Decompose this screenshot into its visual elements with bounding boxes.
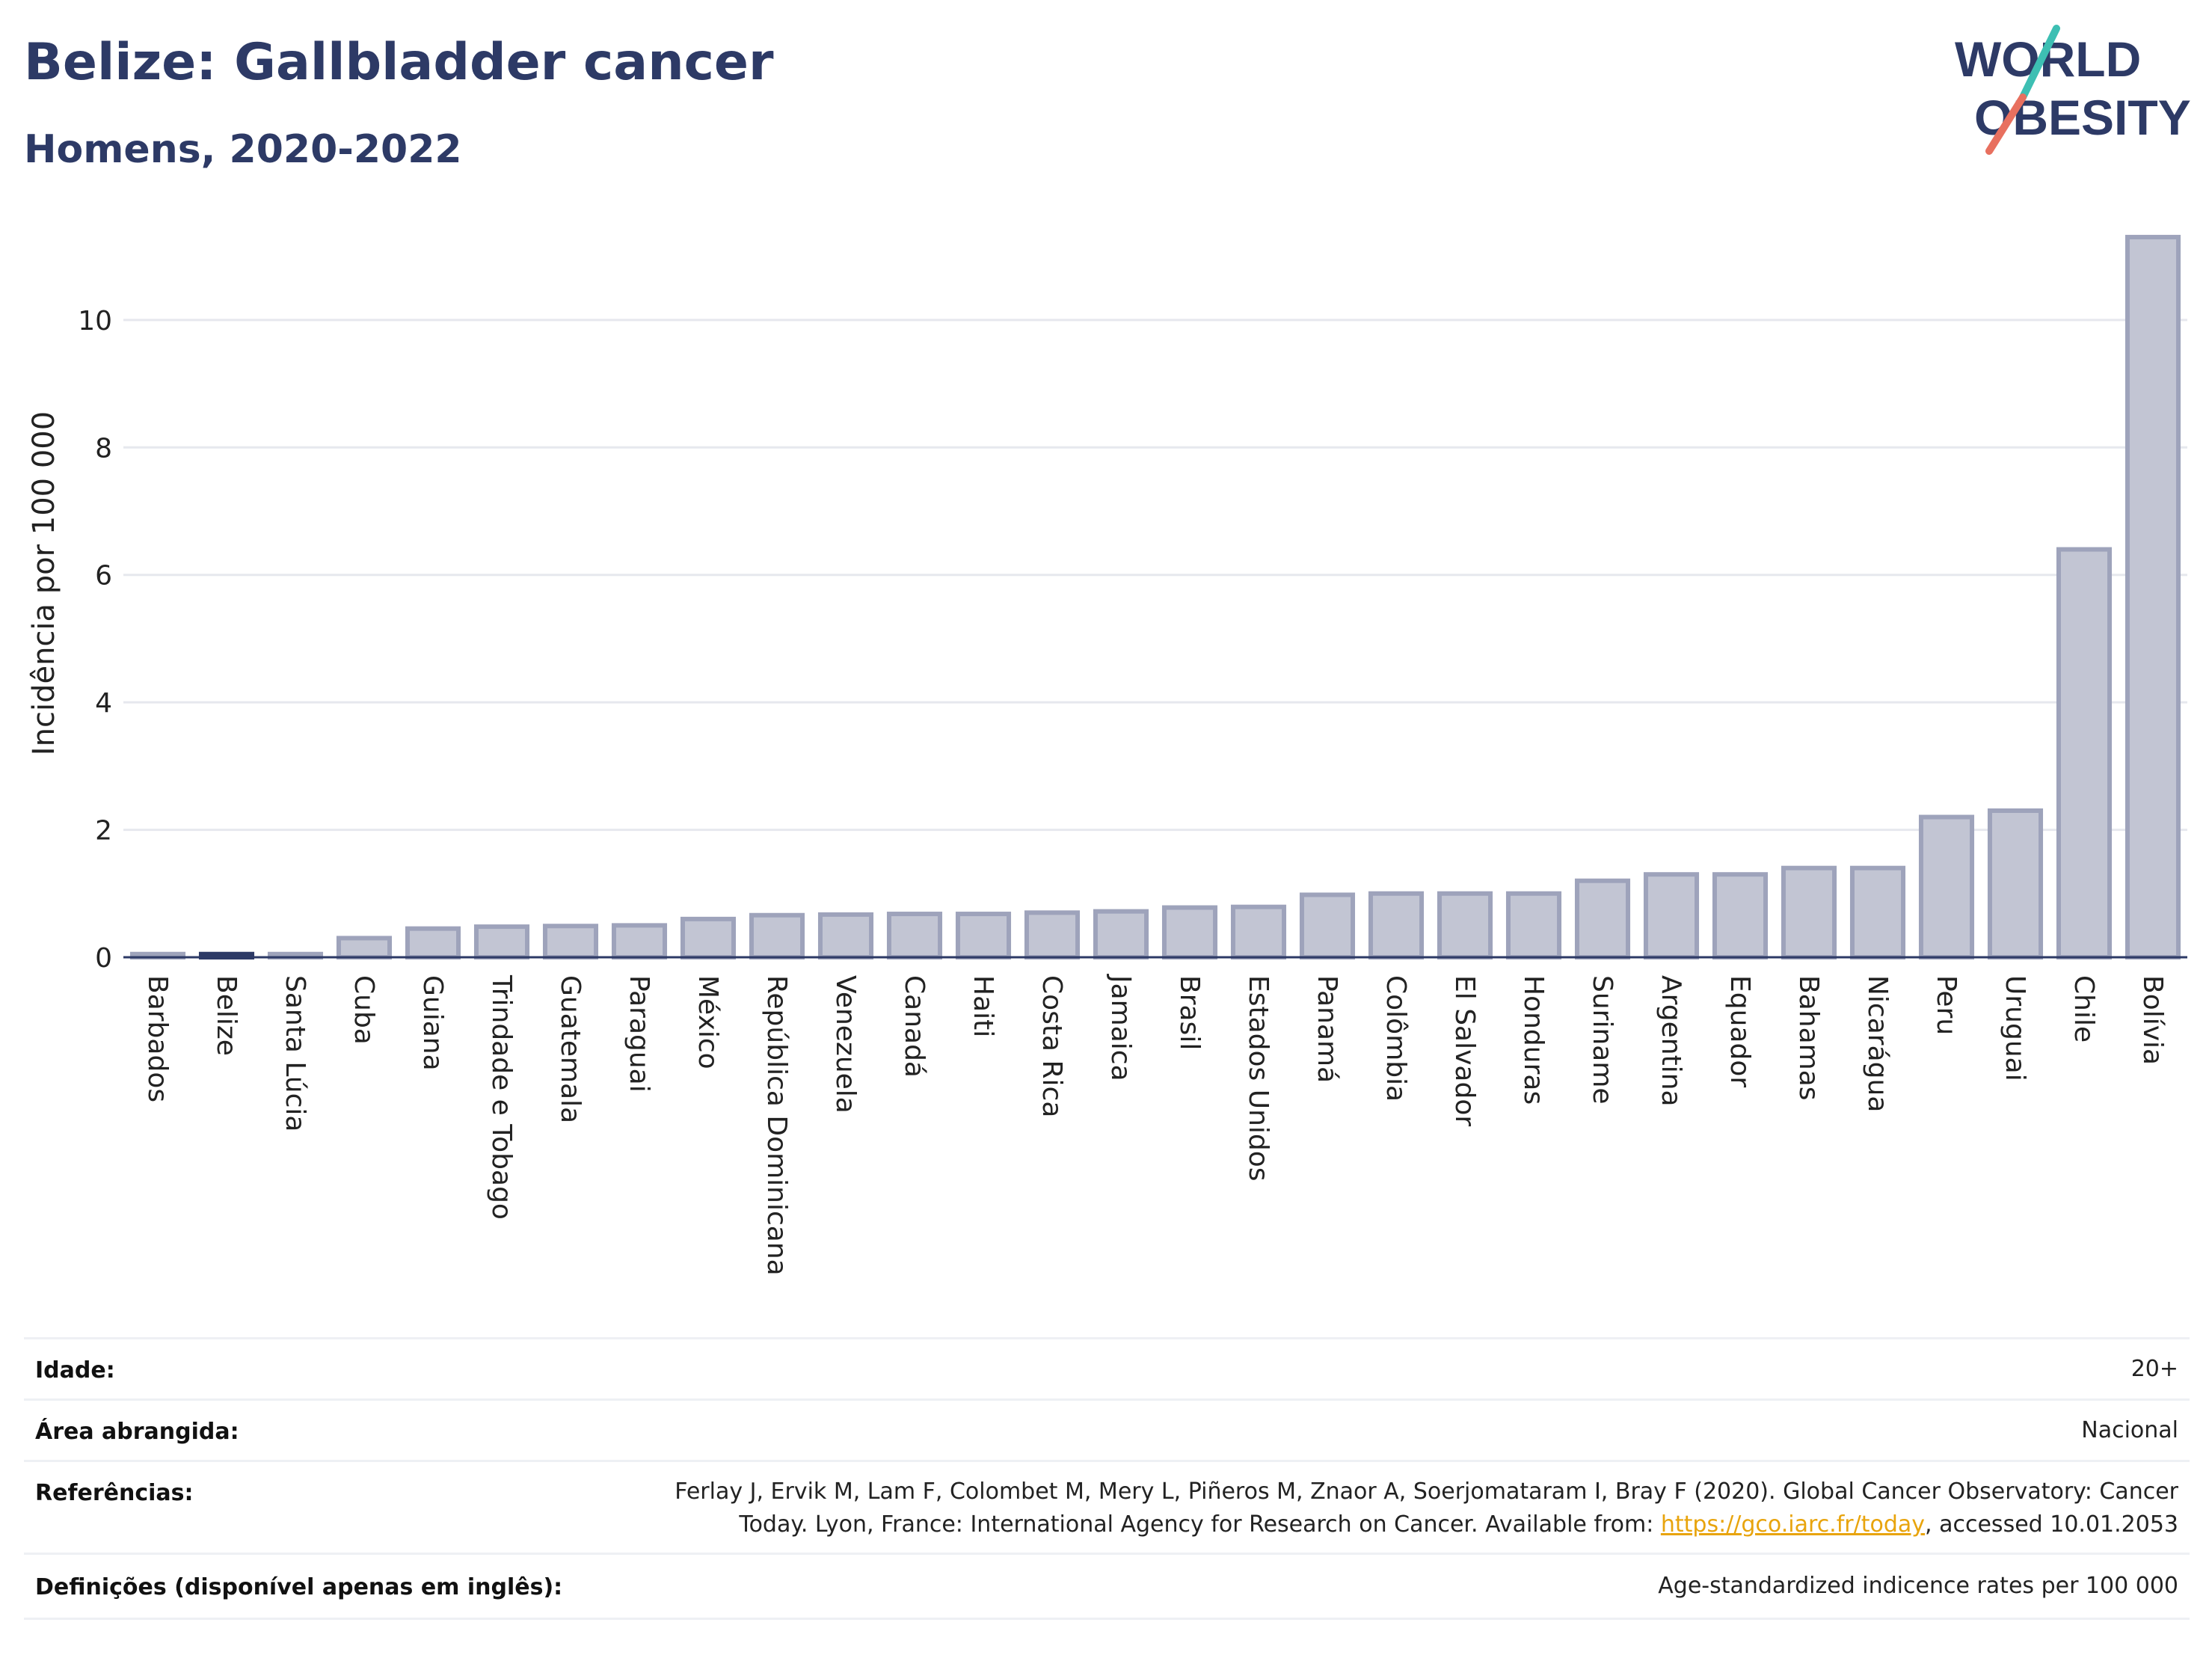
reference-line-2-post: , accessed 10.01.2053 [1925,1511,2178,1538]
bar-nicarágua [1849,865,1906,960]
x-tick-label: Bahamas [1793,975,1824,1101]
x-tick-label: Trindade e Tobago [486,974,517,1220]
bar-argentina [1643,872,1700,960]
x-tick-label: Honduras [1518,975,1549,1105]
x-tick-label: Santa Lúcia [280,975,310,1132]
y-tick-label: 8 [95,433,112,464]
bar-venezuela [817,912,874,959]
meta-label-references: Referências: [35,1480,194,1506]
x-tick-label: El Salvador [1449,975,1480,1126]
meta-label-area: Área abrangida: [35,1419,239,1445]
meta-value-area: Nacional [2081,1417,2178,1443]
bar-brasil [1161,905,1218,959]
x-tick-label: Haiti [968,975,998,1037]
y-tick-labels: 0 2 4 6 8 10 [78,306,112,974]
bar-haiti [955,912,1012,959]
bar-méxico [680,916,737,959]
x-tick-label: Equador [1724,975,1755,1087]
x-tick-label: República Dominicana [761,975,792,1276]
x-tick-label: Venezuela [830,975,861,1114]
x-tick-label: Canadá [899,975,930,1078]
meta-value-age: 20+ [2130,1356,2178,1382]
bar-suriname [1574,878,1631,960]
bar-chart: 0 2 4 6 8 10 Barbados Belize Santa Lúcia Cuba Gui… [27,235,2187,1276]
bar-jamaica [1093,909,1149,959]
bar-trindade-e-tobago [473,924,530,960]
y-tick-label: 4 [95,688,112,719]
x-tick-label: Estados Unidos [1243,975,1274,1182]
meta-row-references: Referências: Ferlay J, Ervik M, Lam F, C… [24,1460,2190,1555]
x-tick-label: México [692,975,723,1069]
x-tick-label: Guiana [417,975,448,1071]
bar-bolívia [2125,235,2181,960]
bar-panamá [1299,892,1356,959]
bars [129,235,2181,960]
x-tick-label: Panamá [1312,975,1342,1083]
x-tick-label: Brasil [1174,975,1205,1050]
x-tick-label: Suriname [1587,975,1617,1105]
x-tick-label: Peru [1931,975,1961,1035]
x-tick-label: Uruguai [2000,975,2030,1081]
bar-estados-unidos [1230,904,1287,959]
page-subtitle: Homens, 2020-2022 [24,127,462,172]
y-tick-label: 0 [95,943,112,974]
y-axis-label: Incidência por 100 000 [27,411,61,755]
x-tick-label: Belize [211,975,242,1056]
x-tick-label: Cuba [348,975,379,1045]
bar-guiana [405,926,461,960]
x-tick-label: Costa Rica [1036,975,1067,1117]
meta-label-age: Idade: [35,1357,115,1384]
bar-república-dominicana [749,912,805,959]
y-tick-label: 10 [78,306,112,337]
bar-honduras [1505,891,1562,959]
bar-chile [2056,547,2113,959]
x-tick-label: Chile [2068,975,2099,1043]
x-tick-label: Paraguai [624,975,654,1093]
bar-peru [1918,814,1975,959]
x-tick-label: Jamaica [1105,974,1136,1081]
reference-line-2-pre: Today. Lyon, France: International Agenc… [739,1511,1661,1538]
meta-label-definitions: Definições (disponível apenas em inglês)… [35,1574,563,1600]
meta-row-age: Idade: 20+ [24,1337,2190,1401]
x-tick-label: Argentina [1656,975,1686,1107]
grid-lines [123,319,2187,832]
y-tick-label: 2 [95,816,112,847]
meta-row-area: Área abrangida: Nacional [24,1398,2190,1462]
reference-line-2: Today. Lyon, France: International Agenc… [675,1508,2178,1541]
bar-bahamas [1781,865,1837,960]
world-obesity-logo: WORLD OBESITY [1955,25,2191,155]
bar-cuba [336,936,393,960]
x-tick-label: Colômbia [1380,975,1411,1102]
reference-line-1: Ferlay J, Ervik M, Lam F, Colombet M, Me… [675,1479,2178,1505]
bar-paraguai [611,923,668,960]
meta-value-references: Ferlay J, Ervik M, Lam F, Colombet M, Me… [675,1476,2178,1541]
meta-row-definitions: Definições (disponível apenas em inglês)… [24,1553,2190,1620]
x-tick-label: Barbados [142,975,173,1102]
reference-link[interactable]: https://gco.iarc.fr/today [1660,1511,1926,1538]
y-tick-label: 6 [95,561,112,592]
bar-equador [1712,872,1769,960]
bar-costa-rica [1024,910,1081,959]
page-title: Belize: Gallbladder cancer [24,33,774,92]
x-tick-label: Bolívia [2137,975,2168,1065]
bar-colômbia [1368,891,1425,959]
bar-el-salvador [1437,891,1493,959]
meta-value-definitions: Age-standardized indicence rates per 100… [1658,1573,2178,1599]
x-tick-label: Guatemala [555,975,586,1123]
x-tick-label: Nicarágua [1862,975,1893,1112]
bar-uruguai [1987,808,2044,959]
x-tick-labels: Barbados Belize Santa Lúcia Cuba Guiana Trind… [142,974,2168,1276]
bar-canadá [886,912,943,959]
bar-guatemala [542,924,599,960]
